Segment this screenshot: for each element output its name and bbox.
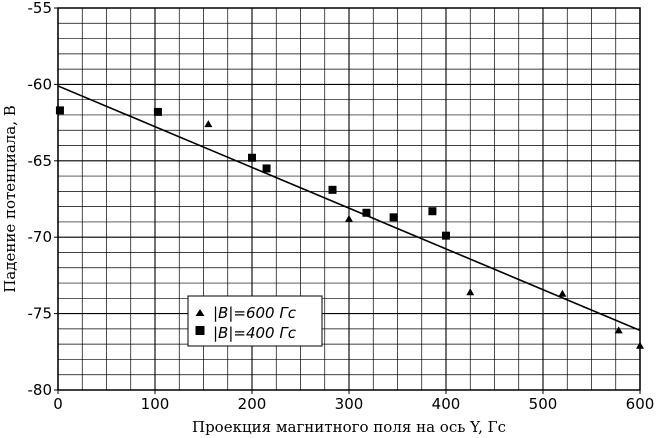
triangle-point [636, 341, 644, 349]
fit-line-group [57, 85, 641, 332]
y-tick-label: -80 [28, 381, 53, 399]
square-point [55, 106, 64, 115]
legend-triangle-marker [195, 309, 205, 316]
x-tick-label: 200 [238, 395, 267, 413]
square-point [428, 207, 437, 216]
x-tick-label: 300 [335, 395, 364, 413]
square-point [362, 208, 371, 217]
y-axis-title: Падение потенциала, В [1, 105, 19, 293]
legend: |B|=600 Гс |B|=400 Гс [187, 295, 323, 347]
triangle-point [558, 289, 567, 297]
triangle-point [466, 288, 475, 296]
triangle-point [614, 326, 623, 334]
square-point [328, 185, 337, 194]
x-tick-label: 0 [53, 395, 63, 413]
square-point [248, 153, 256, 162]
y-tick-label: -70 [28, 228, 53, 246]
triangle-point [345, 214, 353, 222]
grid [57, 7, 641, 391]
x-tick-label: 400 [432, 395, 461, 413]
x-tick-label: 600 [626, 395, 655, 413]
x-axis-title: Проекция магнитного поля на ось Y, Гс [192, 418, 506, 436]
square-point [153, 107, 162, 116]
y-tick-label: -75 [28, 305, 53, 323]
square-point [389, 213, 398, 222]
triangle-point [204, 120, 213, 128]
square-point [442, 231, 450, 240]
y-tick-label: -55 [28, 0, 53, 17]
legend-label-400: |B|=400 Гс [213, 324, 297, 342]
y-tick-label: -60 [28, 75, 53, 93]
x-axis: 0 100 200 300 400 500 600 [53, 390, 654, 413]
y-tick-label: -65 [28, 152, 53, 170]
y-axis: -55 -60 -65 -70 -75 -80 [28, 0, 58, 399]
data-points [55, 106, 644, 349]
x-tick-label: 500 [529, 395, 558, 413]
fit-line [57, 85, 641, 332]
x-tick-label: 100 [141, 395, 170, 413]
legend-box [187, 295, 323, 347]
legend-label-600: |B|=600 Гс [213, 304, 297, 322]
legend-square-marker [195, 326, 205, 335]
square-point [262, 164, 271, 173]
